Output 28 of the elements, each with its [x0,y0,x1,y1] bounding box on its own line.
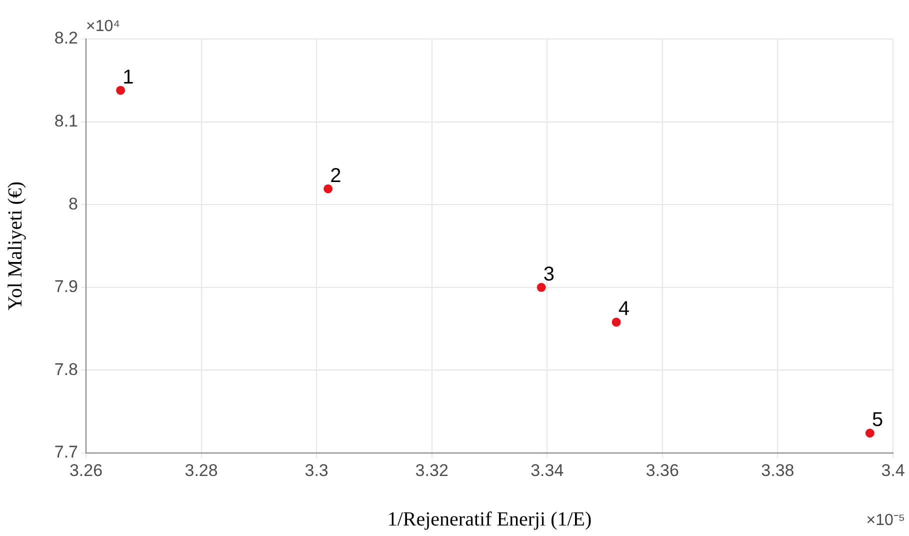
x-tick-label: 3.28 [184,460,218,480]
x-tick-label: 3.4 [881,460,905,480]
x-axis-title: 1/Rejeneratif Enerji (1/E) [387,508,592,530]
x-tick-label: 3.38 [761,460,794,480]
annotation: 4 [618,298,630,320]
x-tick-label: 3.32 [415,460,448,480]
point [536,282,546,292]
annotation: 1 [122,66,134,88]
text: ×10⁻⁵ [866,512,905,529]
point [116,86,126,95]
y-tick-label: 8.1 [54,111,78,130]
annotation: 2 [330,164,342,187]
point [612,318,621,327]
text: ×10⁴ [86,18,120,35]
y-tick-label: 8.2 [54,28,78,48]
point [324,184,333,194]
y-axis-title: Yol Maliyeti (€) [4,181,26,311]
y-tick-label: 8 [68,194,78,214]
x-tick-label: 3.36 [646,460,679,480]
x-tick-label: 3.26 [69,460,103,480]
y-tick-label: 7.7 [54,442,78,462]
annotation: 3 [543,263,555,286]
point [865,428,874,438]
annotation: 5 [872,409,884,432]
y-tick-label: 7.8 [54,360,78,379]
x-tick-label: 3.34 [530,460,564,480]
x-tick-label: 3.3 [304,460,328,480]
y-tick-label: 7.9 [54,277,78,296]
